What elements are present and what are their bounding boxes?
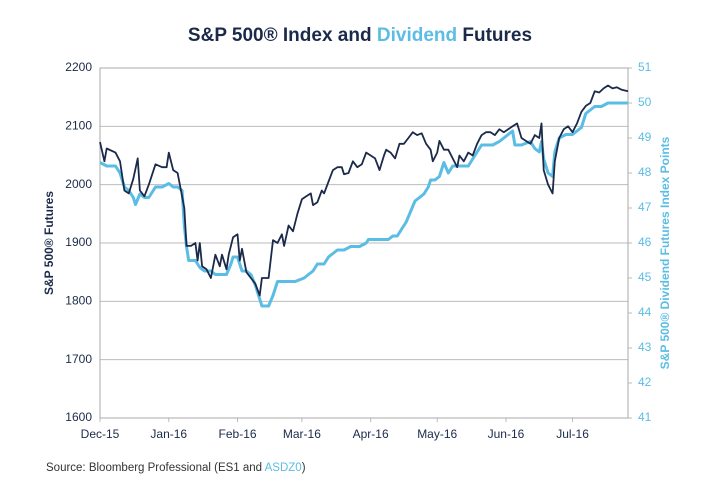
title-highlight: Dividend	[377, 25, 457, 46]
source-note: Source: Bloomberg Professional (ES1 and …	[46, 462, 306, 474]
y-tick-label: 2000	[65, 177, 92, 191]
x-tick-label: May-16	[417, 427, 457, 441]
source-part: )	[302, 462, 306, 474]
y-tick-label: 1900	[65, 235, 92, 249]
source-highlight: ASDZ0	[265, 462, 302, 474]
y2-axis-label: S&P 500® Dividend Futures Index Points	[658, 136, 672, 369]
y2-tick-label: 41	[638, 410, 652, 424]
y2-tick-label: 51	[638, 60, 652, 74]
x-tick-label: Apr-16	[353, 427, 389, 441]
y2-tick-label: 45	[638, 270, 652, 284]
y-tick-label: 2200	[65, 60, 92, 74]
source-part: Source: Bloomberg Professional (ES1 and	[46, 462, 265, 474]
y2-tick-label: 46	[638, 235, 652, 249]
x-tick-label: Jan-16	[150, 427, 187, 441]
title-part: Futures	[457, 25, 532, 46]
series-line	[99, 84, 629, 297]
y-tick-label: 1800	[65, 294, 92, 308]
y2-tick-label: 49	[638, 130, 652, 144]
title-part: S&P 500® Index and	[188, 25, 377, 46]
y2-tick-label: 50	[638, 95, 652, 109]
y2-tick-label: 43	[638, 340, 652, 354]
y-tick-label: 2100	[65, 119, 92, 133]
y-tick-label: 1700	[65, 352, 92, 366]
y-tick-label: 1600	[65, 410, 92, 424]
chart-title: S&P 500® Index and Dividend Futures	[188, 25, 532, 46]
y2-tick-label: 44	[638, 305, 652, 319]
series-line	[99, 101, 628, 308]
x-tick-label: Feb-16	[219, 427, 257, 441]
x-tick-label: Mar-16	[283, 427, 321, 441]
x-tick-label: Dec-15	[81, 427, 120, 441]
x-tick-label: Jul-16	[556, 427, 589, 441]
y2-tick-label: 42	[638, 375, 652, 389]
plot-frame	[99, 67, 629, 419]
y2-tick-label: 47	[638, 200, 652, 214]
y2-tick-label: 48	[638, 165, 652, 179]
y-axis-label: S&P 500® Futures	[42, 191, 56, 295]
x-tick-label: Jun-16	[488, 427, 525, 441]
